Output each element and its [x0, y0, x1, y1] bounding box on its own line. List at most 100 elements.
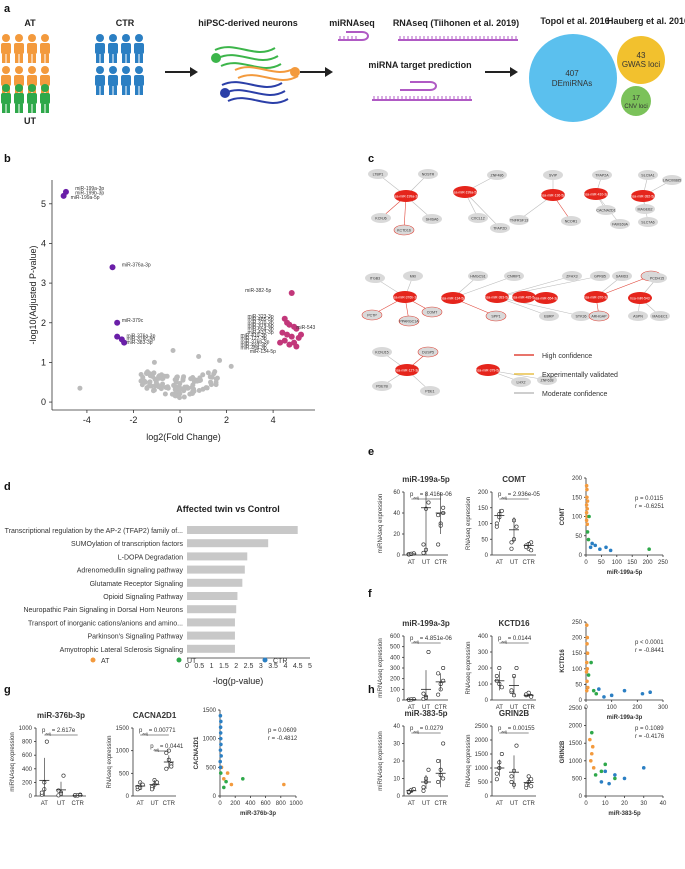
person-leg — [135, 86, 139, 95]
person-head — [2, 34, 10, 42]
y-tick-label: 500 — [390, 645, 401, 651]
cnv-text: CNV loci — [624, 104, 647, 110]
mirna-node-label: hsa-miR-485-5p — [512, 296, 536, 300]
group-point — [436, 671, 441, 676]
person-leg — [2, 54, 6, 63]
ut-point — [589, 730, 594, 735]
gene-node — [504, 271, 524, 281]
padj-p: p — [410, 726, 414, 732]
person-body — [27, 43, 37, 54]
panel-d-label: d — [4, 481, 11, 493]
x-tick-label: -2 — [129, 415, 137, 425]
y-tick-label: 50 — [575, 534, 582, 540]
group-point — [421, 788, 426, 793]
x-tick-label: 50 — [598, 560, 605, 566]
ns-point — [144, 385, 150, 391]
y-axis-label: -log10(Adjusted P-value) — [28, 245, 38, 344]
up-point — [286, 321, 293, 328]
y-tick-label: 2000 — [475, 738, 489, 744]
x-tick-label: 4 — [283, 663, 287, 670]
padj-value: = 0.00155 — [508, 726, 536, 732]
gene-node-label: NOSTR — [422, 173, 435, 177]
person-leg — [32, 54, 36, 63]
mirna-node-label: hsa-miR-654-3p — [534, 297, 558, 301]
gene-node-label: ASPN — [633, 315, 643, 319]
x-tick-label: 600 — [261, 801, 272, 807]
point-label: miR-433-3p — [248, 330, 274, 336]
x-tick-label: CTR — [522, 801, 535, 807]
gene-node-label: ZNF638 — [541, 379, 554, 383]
y-tick-label: 500 — [572, 776, 583, 782]
point-label: miR-127-3p — [241, 336, 267, 342]
person-leg — [45, 54, 49, 63]
topol-label: Topol et al. 2016 — [540, 16, 609, 26]
ctr-point — [588, 545, 593, 550]
point-label: miR-376c-5p — [126, 337, 155, 343]
at-point — [584, 670, 589, 674]
person-head — [135, 66, 143, 74]
person-leg — [28, 104, 32, 113]
gene-node-label: PCTP — [367, 314, 377, 318]
x-tick-label: 0 — [185, 663, 189, 670]
y-tick-label: 0 — [126, 794, 130, 800]
mirna-target-network: LTBP1 NOSTR KCNJ6 SHISA6 KCTD16 ZNF486 CXCL12 T… — [361, 169, 682, 396]
ctr-point — [603, 769, 608, 774]
y-tick-label: 20 — [393, 532, 400, 538]
up-point — [293, 325, 300, 332]
y-tick-label: 30 — [393, 742, 400, 748]
ns-point — [156, 375, 162, 381]
padj-value: = 2.617e — [52, 728, 76, 734]
ctr-point — [599, 780, 604, 784]
person-head — [109, 34, 117, 42]
point-label: miR-379c — [122, 318, 144, 324]
panel-a-label: a — [4, 3, 11, 15]
gene-node-label: PPARGC1A — [399, 320, 419, 324]
at-point — [585, 667, 590, 671]
gene-node — [592, 170, 612, 180]
ctr-point — [607, 781, 611, 786]
ctr-point — [597, 687, 601, 691]
y-axis-label: miRNAseq expression — [378, 638, 384, 697]
y-tick-label: 10 — [393, 777, 400, 783]
padj-label: padj= 2.617e — [42, 728, 76, 736]
at-point — [585, 499, 590, 503]
at-point — [585, 679, 589, 684]
y-tick-label: 0 — [41, 397, 46, 407]
at-point — [584, 623, 589, 627]
padj-sub: adj — [413, 639, 418, 644]
gene-node-label: CXCL12 — [471, 217, 485, 221]
gene-node-label: MKI — [410, 275, 416, 279]
gene-node-label: PCDH15 — [650, 277, 664, 281]
y-tick-label: 1000 — [19, 726, 33, 732]
x-tick-label: AT — [496, 560, 504, 566]
x-tick-label: AT — [408, 560, 416, 566]
y-tick-label: 100 — [390, 687, 401, 693]
ns-point — [181, 394, 187, 400]
ns-point — [165, 384, 171, 390]
legend-ctr-dot — [262, 657, 268, 663]
correlation-p: p < 0.0001 — [635, 640, 664, 646]
volcano-plot: -4 -2 0 2 4 0 1 2 3 4 5 log2(Fold Change) -log10(Adj… — [28, 180, 315, 442]
person-leg — [122, 54, 126, 63]
person-leg — [126, 86, 130, 95]
padj-p: p — [139, 728, 143, 734]
gene-node-label: GPR85 — [594, 275, 606, 279]
dot-plot-title: miR-383-5p — [404, 709, 447, 718]
at-point — [584, 510, 589, 515]
x-tick-label: AT — [41, 801, 49, 807]
x-tick-label: 1.5 — [219, 663, 229, 670]
y-tick-label: 50 — [575, 682, 582, 688]
group-point — [436, 542, 441, 547]
group-point — [166, 748, 171, 753]
mirna-node — [628, 292, 652, 304]
group-point — [436, 513, 441, 518]
padj-p: p — [42, 728, 46, 734]
x-tick-label: 4.5 — [293, 663, 303, 670]
at-point — [584, 503, 589, 507]
person-icon — [27, 34, 37, 63]
correlation-r: r = -0.8441 — [635, 648, 665, 654]
at-point — [584, 483, 589, 488]
person-head — [109, 66, 117, 74]
person-body — [1, 43, 11, 54]
at-point — [585, 651, 590, 655]
